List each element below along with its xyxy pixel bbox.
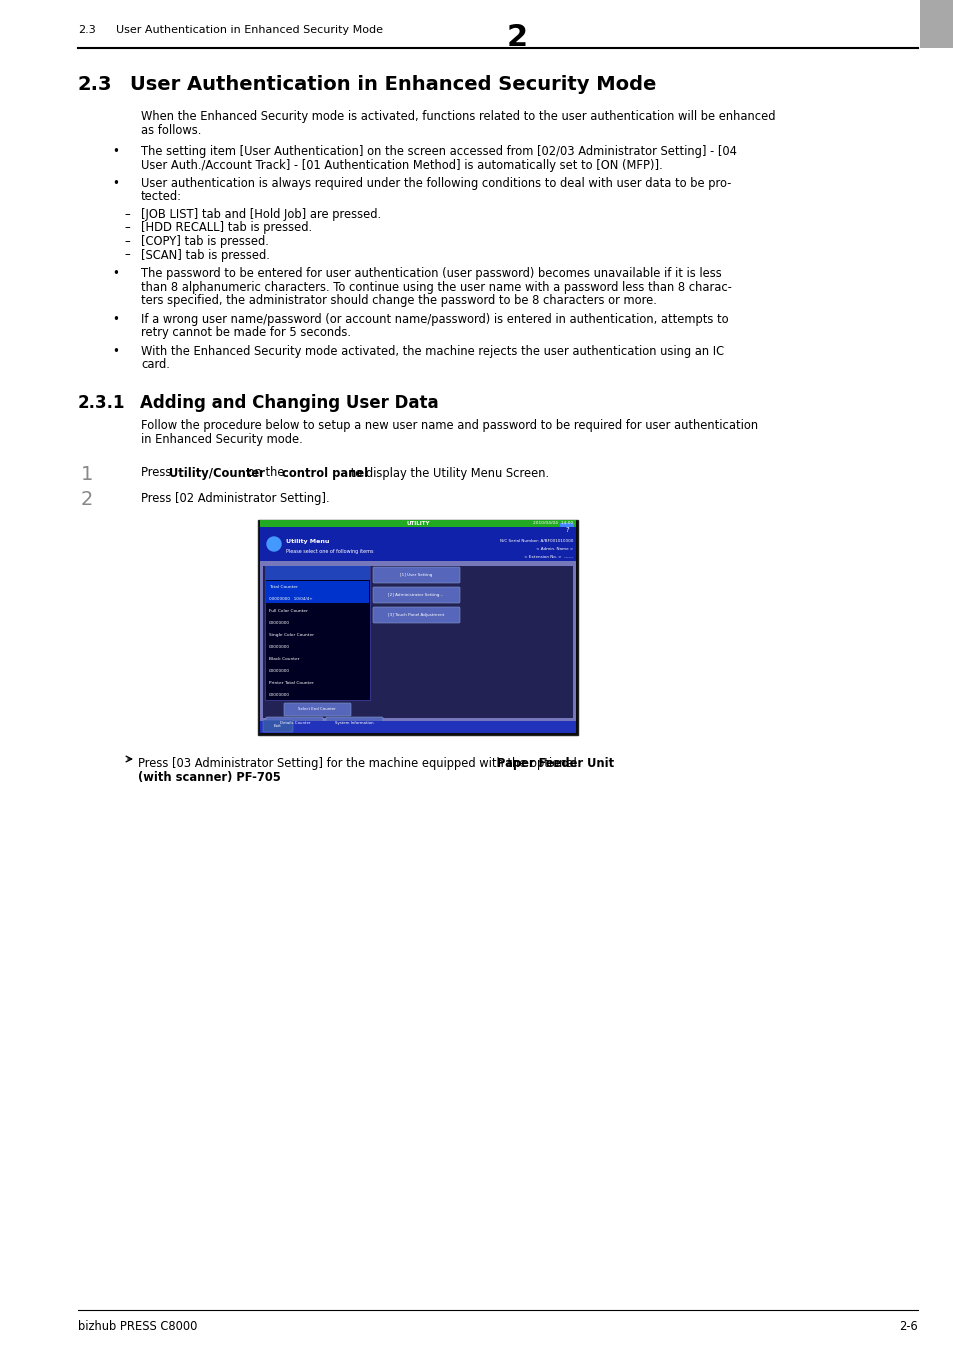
Text: •: •: [112, 344, 119, 358]
Text: [3] Touch Panel Adjustment: [3] Touch Panel Adjustment: [388, 613, 444, 617]
Text: If a wrong user name/password (or account name/password) is entered in authentic: If a wrong user name/password (or accoun…: [141, 312, 728, 325]
Text: i: i: [273, 540, 275, 548]
Text: tected:: tected:: [141, 190, 182, 204]
Text: Utility Menu: Utility Menu: [286, 539, 329, 544]
Text: ters specified, the administrator should change the password to be 8 characters : ters specified, the administrator should…: [141, 294, 657, 306]
Text: N/C Serial Number: A/BF001010000: N/C Serial Number: A/BF001010000: [499, 539, 573, 543]
Bar: [919, 0, 953, 49]
Text: [COPY] tab is pressed.: [COPY] tab is pressed.: [141, 235, 269, 248]
Text: With the Enhanced Security mode activated, the machine rejects the user authenti: With the Enhanced Security mode activate…: [141, 344, 723, 358]
FancyBboxPatch shape: [266, 717, 323, 729]
Text: Single Color Counter: Single Color Counter: [269, 633, 314, 637]
Text: [SCAN] tab is pressed.: [SCAN] tab is pressed.: [141, 248, 270, 262]
Text: in Enhanced Security mode.: in Enhanced Security mode.: [141, 433, 302, 446]
Bar: [260, 562, 576, 724]
Text: 00000000: 00000000: [269, 693, 290, 697]
Text: The setting item [User Authentication] on the screen accessed from [02/03 Admini: The setting item [User Authentication] o…: [141, 144, 736, 158]
Text: [1] User Setting: [1] User Setting: [399, 572, 432, 576]
Text: 00000000   10/04/4+: 00000000 10/04/4+: [269, 597, 313, 601]
Bar: [265, 566, 370, 701]
Text: to display the Utility Menu Screen.: to display the Utility Menu Screen.: [347, 467, 548, 479]
Text: < Admin. Name >: < Admin. Name >: [535, 547, 573, 551]
Text: 2010/04/04  14:00: 2010/04/04 14:00: [532, 521, 573, 525]
Bar: [266, 580, 369, 603]
Text: User authentication is always required under the following conditions to deal wi: User authentication is always required u…: [141, 177, 731, 190]
Text: –: –: [124, 221, 130, 235]
FancyBboxPatch shape: [326, 717, 382, 729]
Text: –: –: [124, 248, 130, 262]
Text: When the Enhanced Security mode is activated, functions related to the user auth: When the Enhanced Security mode is activ…: [141, 109, 775, 123]
Text: .: .: [237, 771, 240, 783]
Text: < Extension No. >  ------: < Extension No. > ------: [523, 555, 573, 559]
Text: System Information: System Information: [335, 721, 373, 725]
Text: Press: Press: [141, 467, 174, 479]
Text: •: •: [112, 267, 119, 279]
Text: 1: 1: [81, 464, 93, 483]
FancyBboxPatch shape: [284, 703, 351, 716]
Bar: [263, 566, 573, 718]
Text: Full Color Counter: Full Color Counter: [269, 609, 308, 613]
Text: Press [02 Administrator Setting].: Press [02 Administrator Setting].: [141, 491, 330, 505]
Text: Paper Feeder Unit: Paper Feeder Unit: [497, 757, 613, 769]
Text: [2] Administrator Setting...: [2] Administrator Setting...: [388, 593, 443, 597]
Text: •: •: [112, 312, 119, 325]
Text: User Auth./Account Track] - [01 Authentication Method] is automatically set to [: User Auth./Account Track] - [01 Authenti…: [141, 158, 662, 171]
Text: User Authentication in Enhanced Security Mode: User Authentication in Enhanced Security…: [116, 26, 382, 35]
Text: [HDD RECALL] tab is pressed.: [HDD RECALL] tab is pressed.: [141, 221, 312, 235]
Text: than 8 alphanumeric characters. To continue using the user name with a password : than 8 alphanumeric characters. To conti…: [141, 281, 731, 293]
Text: ?: ?: [564, 526, 568, 533]
Text: 2.3.1: 2.3.1: [78, 393, 126, 412]
Text: Details Counter: Details Counter: [279, 721, 310, 725]
Bar: [260, 721, 576, 733]
Text: –: –: [124, 208, 130, 221]
FancyBboxPatch shape: [373, 608, 459, 622]
Circle shape: [267, 537, 281, 551]
Text: 2: 2: [506, 23, 527, 53]
Text: 2.3: 2.3: [78, 26, 95, 35]
Bar: [260, 520, 576, 526]
Text: Exit: Exit: [274, 724, 282, 728]
Text: Press [03 Administrator Setting] for the machine equipped with the optional: Press [03 Administrator Setting] for the…: [138, 757, 579, 769]
Text: 00000000: 00000000: [269, 621, 290, 625]
Text: Printer Total Counter: Printer Total Counter: [269, 680, 314, 684]
Text: [JOB LIST] tab and [Hold Job] are pressed.: [JOB LIST] tab and [Hold Job] are presse…: [141, 208, 381, 221]
Bar: [265, 566, 370, 580]
Bar: [257, 520, 578, 734]
Text: Select End Counter: Select End Counter: [297, 707, 335, 711]
Text: •: •: [112, 144, 119, 158]
Text: User Authentication in Enhanced Security Mode: User Authentication in Enhanced Security…: [130, 76, 656, 95]
Text: Black Counter: Black Counter: [269, 657, 299, 661]
Text: 2.3: 2.3: [78, 76, 112, 95]
Text: as follows.: as follows.: [141, 123, 201, 136]
Text: retry cannot be made for 5 seconds.: retry cannot be made for 5 seconds.: [141, 325, 351, 339]
FancyBboxPatch shape: [373, 587, 459, 603]
Text: card.: card.: [141, 358, 170, 371]
Text: The password to be entered for user authentication (user password) becomes unava: The password to be entered for user auth…: [141, 267, 721, 279]
Text: on the: on the: [244, 467, 288, 479]
Text: 2-6: 2-6: [899, 1320, 917, 1332]
Text: UTILITY: UTILITY: [406, 521, 429, 526]
Text: 2: 2: [81, 490, 93, 509]
Text: Follow the procedure below to setup a new user name and password to be required : Follow the procedure below to setup a ne…: [141, 420, 758, 432]
Bar: [260, 526, 576, 562]
Text: Adding and Changing User Data: Adding and Changing User Data: [140, 393, 438, 412]
Text: bizhub PRESS C8000: bizhub PRESS C8000: [78, 1320, 197, 1332]
Bar: [260, 522, 576, 733]
Text: control panel: control panel: [281, 467, 368, 479]
Text: Please select one of following items: Please select one of following items: [286, 548, 374, 554]
FancyBboxPatch shape: [373, 567, 459, 583]
Text: •: •: [112, 177, 119, 190]
FancyBboxPatch shape: [263, 720, 293, 732]
Text: (with scanner) PF-705: (with scanner) PF-705: [138, 771, 280, 783]
Text: –: –: [124, 235, 130, 248]
Bar: [559, 522, 574, 537]
Text: Total Counter: Total Counter: [269, 585, 297, 589]
Text: Utility/Counter: Utility/Counter: [169, 467, 265, 479]
Text: 00000000: 00000000: [269, 670, 290, 674]
Text: 00000000: 00000000: [269, 645, 290, 649]
